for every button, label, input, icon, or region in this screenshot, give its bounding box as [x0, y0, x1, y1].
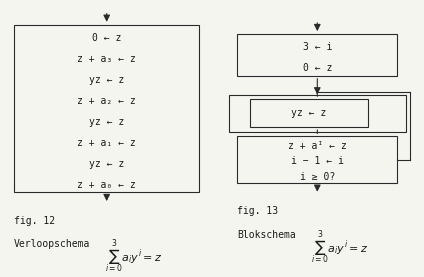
FancyBboxPatch shape	[229, 94, 406, 132]
FancyBboxPatch shape	[237, 34, 397, 76]
FancyBboxPatch shape	[250, 99, 368, 127]
Text: 0 ← z: 0 ← z	[92, 33, 121, 43]
Text: $\sum_{i=0}^{3}$$a_i y^i = z$: $\sum_{i=0}^{3}$$a_i y^i = z$	[105, 239, 162, 276]
Text: z + a₀ ← z: z + a₀ ← z	[77, 180, 136, 190]
Text: Verloopschema: Verloopschema	[14, 239, 90, 249]
Text: i ≥ 0?: i ≥ 0?	[300, 172, 335, 182]
Text: z + a₂ ← z: z + a₂ ← z	[77, 96, 136, 106]
Text: i − 1 ← i: i − 1 ← i	[291, 156, 344, 166]
Text: yz ← z: yz ← z	[291, 108, 326, 118]
Text: yz ← z: yz ← z	[89, 75, 124, 85]
Text: z + aᴵ ← z: z + aᴵ ← z	[288, 141, 347, 151]
Text: $\sum_{i=0}^{3}$$a_i y^i = z$: $\sum_{i=0}^{3}$$a_i y^i = z$	[311, 230, 368, 267]
Text: yz ← z: yz ← z	[89, 117, 124, 127]
Text: 3 ← i: 3 ← i	[303, 42, 332, 52]
Text: fig. 12: fig. 12	[14, 216, 55, 225]
Text: Blokschema: Blokschema	[237, 230, 296, 240]
Text: fig. 13: fig. 13	[237, 206, 279, 216]
Text: z + a₁ ← z: z + a₁ ← z	[77, 138, 136, 148]
Text: z + a₃ ← z: z + a₃ ← z	[77, 54, 136, 64]
FancyBboxPatch shape	[14, 25, 199, 192]
Text: yz ← z: yz ← z	[89, 159, 124, 169]
Text: 0 ← z: 0 ← z	[303, 63, 332, 73]
FancyBboxPatch shape	[237, 136, 397, 183]
